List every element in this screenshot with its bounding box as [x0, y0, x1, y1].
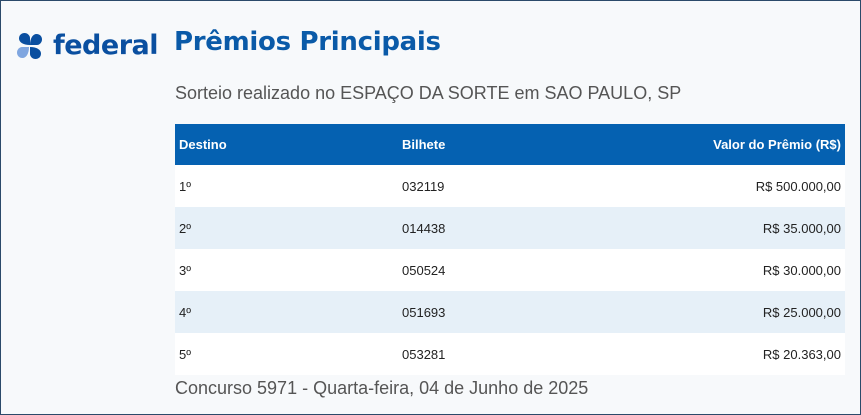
cell-destino: 4º — [179, 304, 191, 320]
cell-valor: R$ 35.000,00 — [762, 220, 841, 236]
cell-destino: 5º — [179, 346, 191, 362]
table-row: 2º 014438 R$ 35.000,00 — [175, 207, 845, 249]
cell-destino: 2º — [179, 220, 191, 236]
cell-bilhete: 050524 — [402, 262, 446, 278]
cell-valor: R$ 500.000,00 — [755, 178, 841, 194]
table-header-row: Destino Bilhete Valor do Prêmio (R$) — [175, 124, 845, 165]
table-row: 1º 032119 R$ 500.000,00 — [175, 165, 845, 207]
cell-destino: 1º — [179, 178, 191, 194]
draw-location: Sorteio realizado no ESPAÇO DA SORTE em … — [175, 83, 682, 103]
logo-text: federal — [53, 30, 159, 61]
cell-bilhete: 051693 — [402, 304, 446, 320]
cell-bilhete: 014438 — [402, 220, 446, 236]
federal-logo[interactable]: federal — [13, 29, 159, 63]
header-destino: Destino — [179, 137, 227, 152]
table-row: 4º 051693 R$ 25.000,00 — [175, 291, 845, 333]
cell-valor: R$ 25.000,00 — [762, 304, 841, 320]
clover-icon — [17, 33, 42, 59]
cell-bilhete: 032119 — [402, 178, 445, 194]
prizes-table: Destino Bilhete Valor do Prêmio (R$) 1º … — [175, 124, 845, 375]
cell-bilhete: 053281 — [402, 346, 446, 362]
table-row: 3º 050524 R$ 30.000,00 — [175, 249, 845, 291]
header-valor: Valor do Prêmio (R$) — [713, 137, 841, 152]
cell-valor: R$ 30.000,00 — [762, 262, 841, 278]
page-title: Prêmios Principais — [174, 27, 441, 57]
draw-info: Concurso 5971 - Quarta-feira, 04 de Junh… — [175, 378, 589, 398]
cell-valor: R$ 20.363,00 — [762, 346, 841, 362]
table-row: 5º 053281 R$ 20.363,00 — [175, 333, 845, 375]
header-bilhete: Bilhete — [402, 137, 446, 152]
cell-destino: 3º — [179, 262, 191, 278]
